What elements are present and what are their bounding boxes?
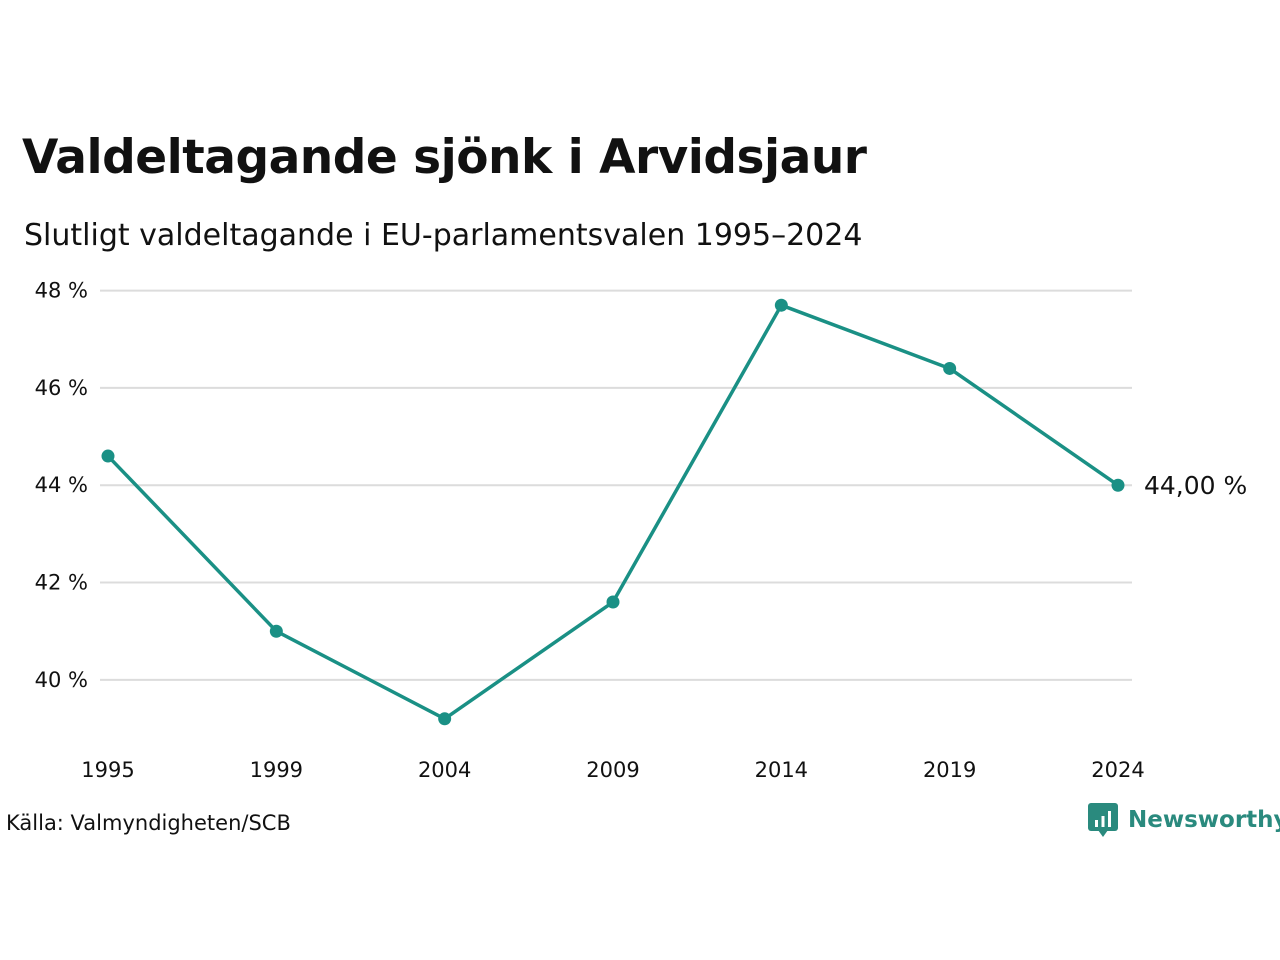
- chart-title: Valdeltagande sjönk i Arvidsjaur: [22, 130, 867, 185]
- data-point[interactable]: [774, 298, 788, 312]
- x-tick-label: 2004: [418, 758, 471, 782]
- labels-layer: 44,00 %: [1144, 471, 1247, 500]
- data-point[interactable]: [101, 449, 115, 463]
- x-tick-label: 1999: [250, 758, 303, 782]
- y-tick-label: 44 %: [35, 473, 88, 497]
- data-point[interactable]: [438, 712, 452, 726]
- y-tick-label: 46 %: [35, 376, 88, 400]
- brand-name: Newsworthy: [1128, 807, 1280, 833]
- x-tick-label: 2009: [586, 758, 639, 782]
- data-point[interactable]: [269, 624, 283, 638]
- chart-subtitle: Slutligt valdeltagande i EU-parlamentsva…: [24, 218, 863, 253]
- data-point[interactable]: [1111, 478, 1125, 492]
- series-line: [106, 303, 1120, 721]
- newsworthy-logo-icon: [1088, 803, 1118, 837]
- points-layer: [101, 298, 1125, 726]
- end-value-label: 44,00 %: [1144, 471, 1247, 500]
- data-point[interactable]: [943, 361, 957, 375]
- data-point[interactable]: [606, 595, 620, 609]
- y-tick-label: 40 %: [35, 668, 88, 692]
- x-tick-label: 2014: [755, 758, 808, 782]
- series-layer: [106, 303, 1120, 721]
- x-tick-label: 2019: [923, 758, 976, 782]
- brand-logo[interactable]: Newsworthy: [1088, 803, 1280, 837]
- y-tick-label: 42 %: [35, 571, 88, 595]
- y-axis-ticks: 40 % 42 % 44 % 46 % 48 %: [35, 279, 88, 692]
- x-tick-label: 1995: [81, 758, 134, 782]
- y-tick-label: 48 %: [35, 279, 88, 303]
- x-axis-ticks: 1995 1999 2004 2009 2014 2019 2024: [81, 758, 1144, 782]
- gridlines: [100, 289, 1132, 681]
- x-tick-label: 2024: [1091, 758, 1144, 782]
- source-note: Källa: Valmyndigheten/SCB: [6, 811, 291, 835]
